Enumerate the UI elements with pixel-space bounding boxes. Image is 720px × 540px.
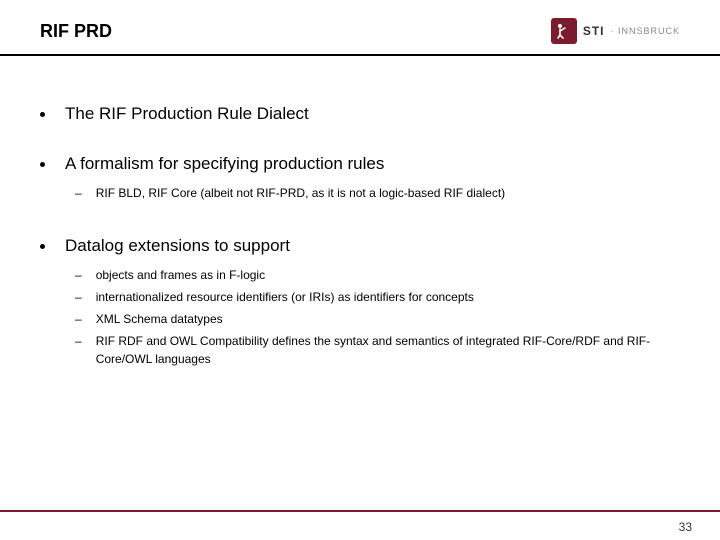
dash-icon: – [75, 288, 82, 306]
list-item-body: Datalog extensions to support – objects … [65, 236, 680, 372]
sub-bullet-list: – RIF BLD, RIF Core (albeit not RIF-PRD,… [65, 184, 680, 202]
slide-title: RIF PRD [40, 21, 112, 42]
logo-text-main: STI [583, 24, 605, 38]
bullet-text: The RIF Production Rule Dialect [65, 104, 680, 124]
sub-bullet-text: internationalized resource identifiers (… [96, 288, 474, 306]
list-item: A formalism for specifying production ru… [40, 154, 680, 206]
bullet-icon [40, 112, 45, 117]
bullet-text: Datalog extensions to support [65, 236, 680, 256]
sub-bullet-text: RIF RDF and OWL Compatibility defines th… [96, 332, 680, 368]
slide-content: The RIF Production Rule Dialect A formal… [0, 56, 720, 422]
list-item: Datalog extensions to support – objects … [40, 236, 680, 372]
sub-list-item: – XML Schema datatypes [65, 310, 680, 328]
sub-list-item: – internationalized resource identifiers… [65, 288, 680, 306]
bullet-icon [40, 162, 45, 167]
page-number: 33 [679, 520, 692, 534]
list-item: The RIF Production Rule Dialect [40, 104, 680, 124]
bullet-list: The RIF Production Rule Dialect A formal… [40, 104, 680, 372]
sub-bullet-text: objects and frames as in F-logic [96, 266, 265, 284]
logo-text-sub: · INNSBRUCK [610, 26, 680, 36]
sub-list-item: – RIF RDF and OWL Compatibility defines … [65, 332, 680, 368]
sub-list-item: – objects and frames as in F-logic [65, 266, 680, 284]
sub-bullet-list: – objects and frames as in F-logic – int… [65, 266, 680, 368]
bullet-text: A formalism for specifying production ru… [65, 154, 680, 174]
dash-icon: – [75, 266, 82, 284]
list-item-body: The RIF Production Rule Dialect [65, 104, 680, 124]
sub-list-item: – RIF BLD, RIF Core (albeit not RIF-PRD,… [65, 184, 680, 202]
slide-header: RIF PRD STI · INNSBRUCK [0, 0, 720, 54]
list-item-body: A formalism for specifying production ru… [65, 154, 680, 206]
dash-icon: – [75, 184, 82, 202]
bullet-icon [40, 244, 45, 249]
sub-bullet-text: RIF BLD, RIF Core (albeit not RIF-PRD, a… [96, 184, 505, 202]
logo: STI · INNSBRUCK [551, 18, 680, 44]
logo-mark-icon [551, 18, 577, 44]
sub-bullet-text: XML Schema datatypes [96, 310, 223, 328]
dash-icon: – [75, 310, 82, 328]
footer-rule [0, 510, 720, 512]
dash-icon: – [75, 332, 82, 350]
